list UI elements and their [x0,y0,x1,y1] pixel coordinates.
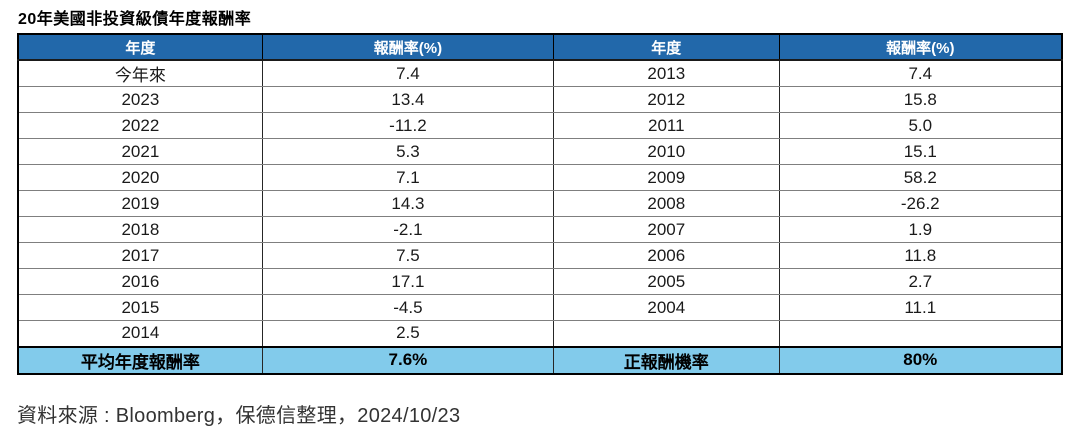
returns-table: 年度 報酬率(%) 年度 報酬率(%) 今年來 7.4 2013 7.4 2023 13.4 20… [17,33,1063,375]
year-cell: 2012 [553,86,780,113]
summary-row: 平均年度報酬率 7.6% 正報酬機率 80% [17,345,1063,375]
return-cell: 11.1 [778,294,1063,321]
table-row: 2019 14.3 2008 -26.2 [17,190,1063,217]
return-cell [778,320,1063,347]
table-row: 2018 -2.1 2007 1.9 [17,216,1063,243]
year-cell: 2018 [17,216,263,243]
table-body: 今年來 7.4 2013 7.4 2023 13.4 2012 15.8 2022 -11.2 20… [17,59,1063,347]
summary-label: 平均年度報酬率 [17,345,263,375]
return-cell: -26.2 [778,190,1063,217]
return-cell: 7.4 [778,59,1063,87]
return-cell: -4.5 [261,294,555,321]
table-row: 今年來 7.4 2013 7.4 [17,59,1063,87]
table-summary: 平均年度報酬率 7.6% 正報酬機率 80% [17,345,1063,375]
table-row: 2017 7.5 2006 11.8 [17,242,1063,269]
return-cell: 5.3 [261,138,555,165]
year-cell: 2021 [17,138,263,165]
year-cell: 2010 [553,138,780,165]
return-cell: 15.8 [778,86,1063,113]
year-cell [553,320,780,347]
year-cell: 2014 [17,320,263,347]
return-cell: 11.8 [778,242,1063,269]
header-cell-return: 報酬率(%) [261,33,555,61]
return-cell: -2.1 [261,216,555,243]
header-cell-return: 報酬率(%) [778,33,1063,61]
year-cell: 2009 [553,164,780,191]
year-cell: 2004 [553,294,780,321]
return-cell: 5.0 [778,112,1063,139]
year-cell: 2006 [553,242,780,269]
year-cell: 2007 [553,216,780,243]
year-cell: 2022 [17,112,263,139]
header-row: 年度 報酬率(%) 年度 報酬率(%) [17,33,1063,61]
year-cell: 2015 [17,294,263,321]
return-cell: 7.1 [261,164,555,191]
page-title: 20年美國非投資級債年度報酬率 [18,11,252,28]
return-cell: 2.5 [261,320,555,347]
table-row: 2016 17.1 2005 2.7 [17,268,1063,295]
table-row: 2020 7.1 2009 58.2 [17,164,1063,191]
table-row: 2015 -4.5 2004 11.1 [17,294,1063,321]
year-cell: 2020 [17,164,263,191]
return-cell: 58.2 [778,164,1063,191]
header-cell-year: 年度 [553,33,780,61]
summary-label: 正報酬機率 [553,345,780,375]
return-cell: 1.9 [778,216,1063,243]
table-header: 年度 報酬率(%) 年度 報酬率(%) [17,33,1063,61]
return-cell: 7.4 [261,59,555,87]
table-row: 2014 2.5 [17,320,1063,347]
header-cell-year: 年度 [17,33,263,61]
table-row: 2023 13.4 2012 15.8 [17,86,1063,113]
return-cell: 2.7 [778,268,1063,295]
source-note: 資料來源 : Bloomberg，保德信整理，2024/10/23 [17,405,461,427]
year-cell: 2005 [553,268,780,295]
return-cell: 17.1 [261,268,555,295]
table-row: 2022 -11.2 2011 5.0 [17,112,1063,139]
table-row: 2021 5.3 2010 15.1 [17,138,1063,165]
year-cell: 2019 [17,190,263,217]
year-cell: 2017 [17,242,263,269]
return-cell: 7.5 [261,242,555,269]
summary-value: 7.6% [261,345,555,375]
year-cell: 2011 [553,112,780,139]
return-cell: -11.2 [261,112,555,139]
year-cell: 2008 [553,190,780,217]
return-cell: 15.1 [778,138,1063,165]
year-cell: 今年來 [17,59,263,87]
year-cell: 2013 [553,59,780,87]
summary-value: 80% [778,345,1063,375]
return-cell: 13.4 [261,86,555,113]
year-cell: 2016 [17,268,263,295]
year-cell: 2023 [17,86,263,113]
return-cell: 14.3 [261,190,555,217]
